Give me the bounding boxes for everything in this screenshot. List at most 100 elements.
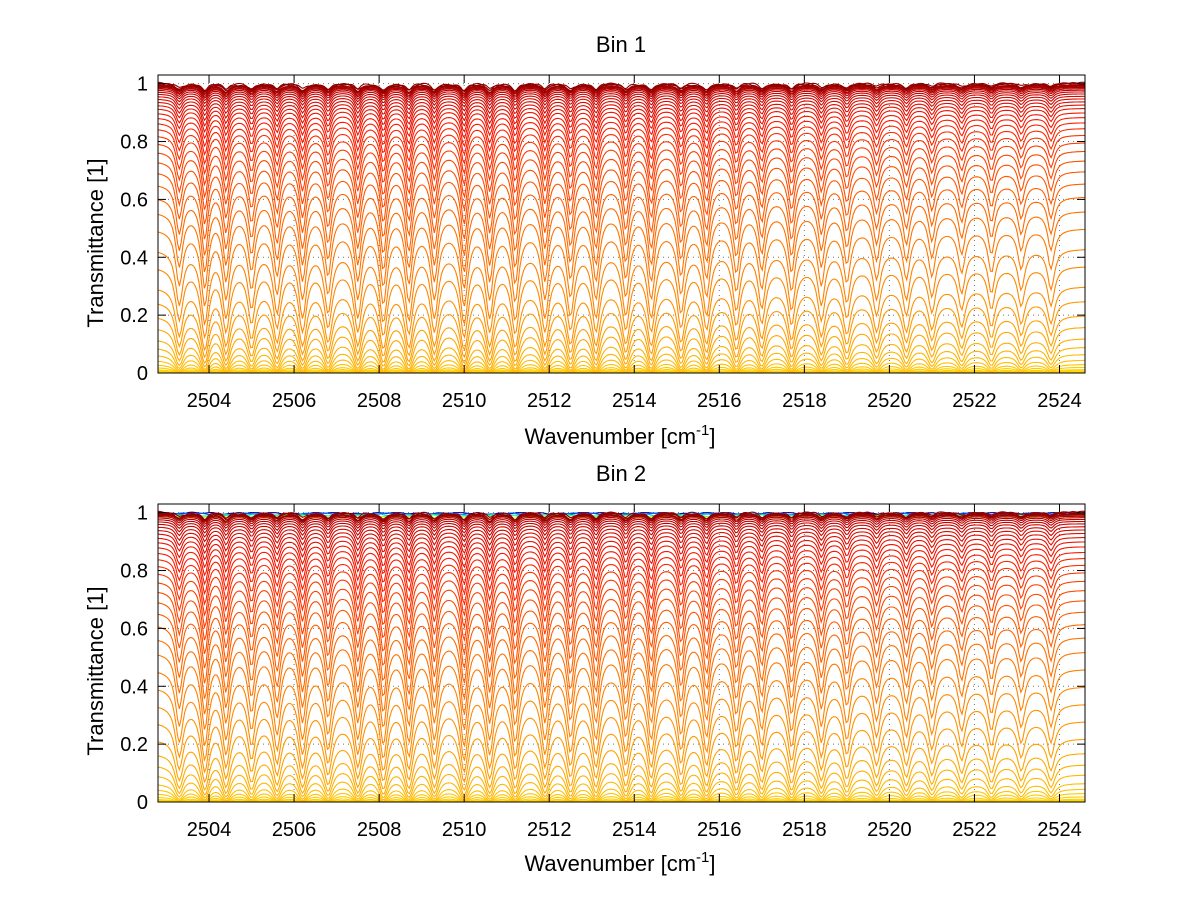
series-line: [157, 338, 1085, 371]
series-line: [157, 572, 1086, 630]
series-line: [157, 704, 1086, 774]
series-line: [157, 81, 1086, 92]
series-line: [157, 142, 1086, 199]
x-axis-label-tail: ]: [709, 851, 715, 876]
x-tick-label: 2512: [527, 390, 572, 412]
series-line: [157, 637, 1086, 715]
series-line: [157, 228, 1085, 307]
series-line: [157, 793, 1086, 803]
series-line: [157, 600, 1085, 669]
series-line: [157, 88, 1085, 102]
series-line: [157, 580, 1085, 643]
series-line: [157, 104, 1085, 133]
y-axis-label: Transmittance [1]: [83, 586, 108, 755]
x-tick-label: 2508: [357, 819, 402, 841]
x-tick-label: 2514: [612, 390, 657, 412]
series-line: [157, 738, 1086, 791]
series-line: [157, 122, 1085, 166]
x-tick-label: 2520: [867, 390, 912, 412]
y-tick-label: 0.6: [120, 189, 148, 211]
series-line: [157, 82, 1086, 93]
series-line: [157, 774, 1086, 801]
x-tick-label: 2510: [442, 819, 487, 841]
panel-title: Bin 2: [596, 461, 646, 486]
x-tick-label: 2506: [272, 819, 317, 841]
series-line: [157, 134, 1086, 187]
series-line: [157, 546, 1086, 586]
y-tick-label: 1: [137, 503, 148, 525]
series-line: [157, 510, 1086, 521]
series-line: [157, 108, 1085, 140]
series-line: [157, 327, 1086, 368]
series-line: [157, 183, 1086, 256]
axes-box: [157, 503, 1086, 803]
series-line: [157, 515, 1085, 528]
series-line: [157, 669, 1085, 748]
y-axis-label: Transmittance [1]: [83, 158, 108, 327]
series-line: [157, 249, 1086, 327]
panel-title: Bin 1: [596, 32, 646, 57]
series-line: [157, 796, 1085, 803]
x-tick-label: 2522: [952, 390, 997, 412]
series-line: [157, 112, 1085, 148]
x-axis-label: Wavenumber [cm-1]: [524, 849, 715, 876]
y-tick-label: 0.4: [120, 676, 148, 698]
series-line: [157, 783, 1086, 802]
series-line: [157, 347, 1086, 372]
y-tick-label: 0.8: [120, 561, 148, 583]
series-line: [157, 558, 1085, 606]
series-line: [157, 590, 1085, 654]
y-tick-label: 0.2: [120, 734, 148, 756]
y-tick-label: 0.2: [120, 305, 148, 327]
series-line: [157, 364, 1086, 374]
series-line: [157, 196, 1086, 272]
series-line: [157, 541, 1085, 577]
series-line: [158, 86, 1085, 98]
series-line: [157, 266, 1086, 340]
series-line: [157, 301, 1085, 359]
series-line: [157, 788, 1085, 803]
series-line: [157, 89, 1085, 105]
series-line: [157, 95, 1085, 117]
series-line: [157, 171, 1085, 240]
series-line: [157, 564, 1086, 617]
series-line: [157, 721, 1086, 784]
x-tick-label: 2510: [442, 390, 487, 412]
series-line: [157, 537, 1085, 569]
x-tick-label: 2504: [187, 390, 232, 412]
axes-box: [157, 74, 1086, 374]
series-line: [157, 117, 1086, 156]
series-line: [157, 753, 1085, 796]
series-line: [157, 98, 1086, 122]
series-line: [157, 523, 1085, 543]
series-line: [157, 517, 1085, 531]
y-tick-label: 0.4: [120, 247, 148, 269]
y-tick-label: 0.6: [120, 618, 148, 640]
y-tick-label: 0.8: [120, 132, 148, 154]
x-tick-label: 2508: [357, 390, 402, 412]
x-tick-label: 2506: [272, 390, 317, 412]
series-line: [157, 520, 1085, 538]
x-axis-label: Wavenumber [cm-1]: [524, 422, 715, 449]
x-tick-label: 2514: [612, 819, 657, 841]
series-line: [157, 652, 1086, 730]
x-tick-label: 2516: [697, 819, 742, 841]
x-tick-label: 2504: [187, 819, 232, 841]
panel-bin-1: Bin 1 Transmittance [1] Wavenumber [cm-1…: [83, 32, 1086, 449]
x-tick-label: 2524: [1037, 390, 1082, 412]
series-line: [157, 315, 1086, 365]
series-line: [157, 160, 1086, 225]
series-line: [157, 93, 1085, 112]
series-line: [157, 359, 1085, 374]
series-line: [157, 128, 1086, 176]
series-line: [157, 150, 1085, 212]
y-tick-label: 0: [137, 792, 148, 814]
x-tick-label: 2518: [782, 819, 827, 841]
x-tick-label: 2520: [867, 819, 912, 841]
x-axis-label-main: Wavenumber [cm: [524, 851, 696, 876]
x-tick-label: 2522: [952, 819, 997, 841]
x-axis-label-main: Wavenumber [cm: [524, 424, 696, 449]
series-line: [157, 211, 1086, 289]
x-tick-label: 2512: [527, 819, 572, 841]
